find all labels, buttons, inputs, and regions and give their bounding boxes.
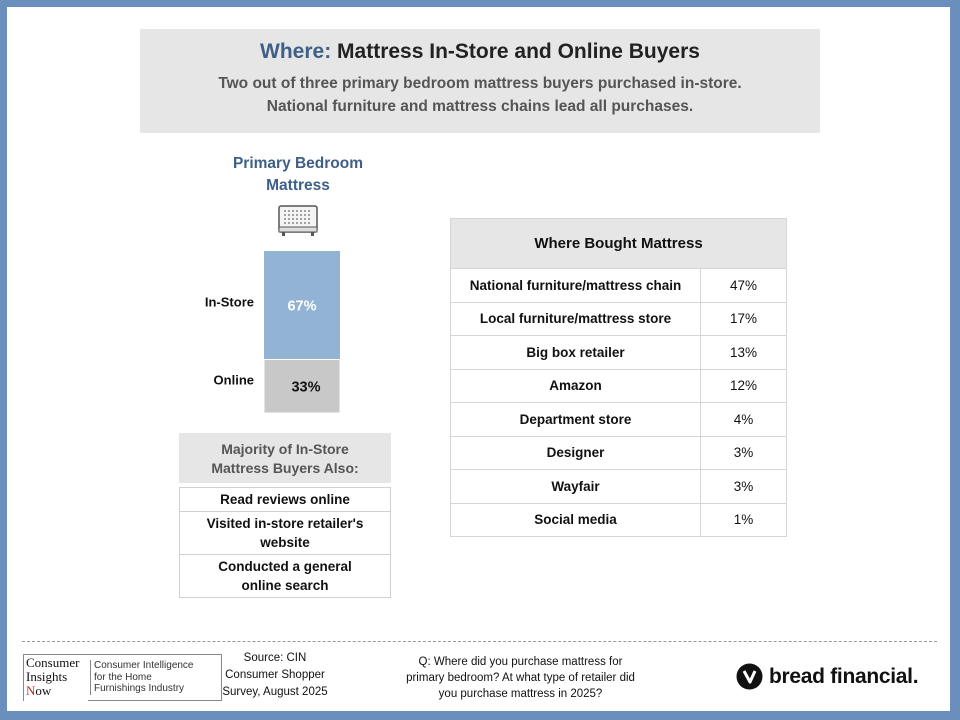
bread-financial-logo-icon bbox=[736, 663, 763, 690]
category-label-in-store: In-Store bbox=[205, 294, 254, 309]
row-label: National furniture/mattress chain bbox=[450, 268, 701, 303]
question-note: Q: Where did you purchase mattress for p… bbox=[378, 654, 663, 702]
row-value: 3% bbox=[700, 435, 787, 470]
bread-financial-wordmark: bread financial. bbox=[769, 664, 919, 688]
page-subtitle: Two out of three primary bedroom mattres… bbox=[140, 72, 820, 118]
bread-financial-logo: bread financial. bbox=[736, 663, 919, 690]
row-label: Designer bbox=[450, 435, 701, 470]
bar-segment-online bbox=[263, 359, 341, 414]
cin-logo-tagline: Consumer Intelligence for the Home Furni… bbox=[90, 660, 222, 695]
cin-tagline-line: for the Home bbox=[94, 671, 152, 683]
also-item: Read reviews online bbox=[179, 487, 391, 512]
cin-logo: Consumer Insights Now Consumer Intellige… bbox=[23, 654, 222, 701]
also-header-line-1: Majority of In-Store bbox=[221, 441, 349, 457]
cin-tagline-line: Consumer Intelligence bbox=[94, 660, 194, 671]
also-item-line: Read reviews online bbox=[220, 492, 350, 507]
question-line: primary bedroom? At what type of retaile… bbox=[406, 672, 635, 684]
cin-tagline-line: Furnishings Industry bbox=[94, 683, 185, 694]
page-title: Where: Mattress In-Store and Online Buye… bbox=[140, 40, 820, 64]
data-label-in-store: 67% bbox=[287, 298, 316, 314]
row-value: 12% bbox=[700, 368, 787, 403]
data-label-online: 33% bbox=[291, 379, 320, 395]
source-line: Survey, August 2025 bbox=[222, 686, 328, 698]
cin-logo-line: Now bbox=[26, 684, 88, 698]
subtitle-line-1: Two out of three primary bedroom mattres… bbox=[218, 75, 742, 92]
cin-logo-wordmark: Consumer Insights Now bbox=[24, 655, 88, 701]
row-value: 4% bbox=[700, 402, 787, 437]
row-value: 13% bbox=[700, 335, 787, 370]
also-item-line: website bbox=[260, 535, 310, 550]
row-label: Department store bbox=[450, 402, 701, 437]
subtitle-line-2: National furniture and mattress chains l… bbox=[266, 98, 694, 115]
chart-title-line-2: Mattress bbox=[266, 177, 330, 194]
table-row: Social media 1% bbox=[450, 502, 787, 537]
also-item-line: Conducted a general bbox=[218, 559, 352, 574]
cin-logo-line: Consumer bbox=[26, 655, 80, 670]
also-item-line: Visited in-store retailer's bbox=[206, 516, 364, 531]
table-row: Wayfair 3% bbox=[450, 469, 787, 504]
title-prefix: Where: bbox=[260, 40, 332, 63]
row-label: Social media bbox=[450, 502, 701, 537]
also-item: Visited in-store retailer's website bbox=[179, 512, 391, 555]
where-bought-table: Where Bought Mattress National furniture… bbox=[450, 218, 787, 537]
row-label: Amazon bbox=[450, 368, 701, 403]
row-value: 17% bbox=[700, 301, 787, 336]
bar-segment-in-store bbox=[264, 251, 340, 360]
cin-logo-red-letter: N bbox=[26, 683, 36, 698]
source-line: Consumer Shopper bbox=[225, 669, 325, 681]
also-item-line: online search bbox=[241, 578, 329, 593]
row-label: Local furniture/mattress store bbox=[450, 301, 701, 336]
category-label-online: Online bbox=[214, 372, 254, 387]
also-box: Majority of In-Store Mattress Buyers Als… bbox=[179, 433, 391, 598]
mattress-icon bbox=[278, 205, 318, 236]
row-value: 47% bbox=[700, 268, 787, 303]
table-row: Department store 4% bbox=[450, 402, 787, 437]
source-line: Source: CIN bbox=[243, 652, 307, 664]
row-value: 1% bbox=[700, 502, 787, 537]
title-main: Mattress In-Store and Online Buyers bbox=[337, 40, 700, 63]
cin-logo-line-rest: ow bbox=[35, 683, 52, 698]
chart-title: Primary Bedroom Mattress bbox=[218, 153, 378, 197]
table-row: Local furniture/mattress store 17% bbox=[450, 301, 787, 336]
also-header: Majority of In-Store Mattress Buyers Als… bbox=[179, 433, 391, 483]
table-row: National furniture/mattress chain 47% bbox=[450, 268, 787, 303]
also-item: Conducted a general online search bbox=[179, 555, 391, 598]
row-value: 3% bbox=[700, 469, 787, 504]
footer-divider bbox=[22, 641, 937, 642]
row-label: Big box retailer bbox=[450, 335, 701, 370]
question-line: Q: Where did you purchase mattress for bbox=[418, 656, 623, 668]
header-banner: Where: Mattress In-Store and Online Buye… bbox=[140, 29, 820, 133]
chart-title-line-1: Primary Bedroom bbox=[232, 155, 364, 172]
source-note: Source: CIN Consumer Shopper Survey, Aug… bbox=[210, 650, 340, 701]
also-header-line-2: Mattress Buyers Also: bbox=[211, 460, 359, 476]
table-row: Designer 3% bbox=[450, 435, 787, 470]
table-header: Where Bought Mattress bbox=[450, 218, 787, 269]
table-row: Big box retailer 13% bbox=[450, 335, 787, 370]
table-row: Amazon 12% bbox=[450, 368, 787, 403]
row-label: Wayfair bbox=[450, 469, 701, 504]
stacked-bar-chart: 67% In-Store 33% Online bbox=[205, 251, 341, 414]
question-line: you purchase mattress in 2025? bbox=[438, 688, 603, 700]
cin-logo-line: Insights bbox=[26, 669, 68, 684]
